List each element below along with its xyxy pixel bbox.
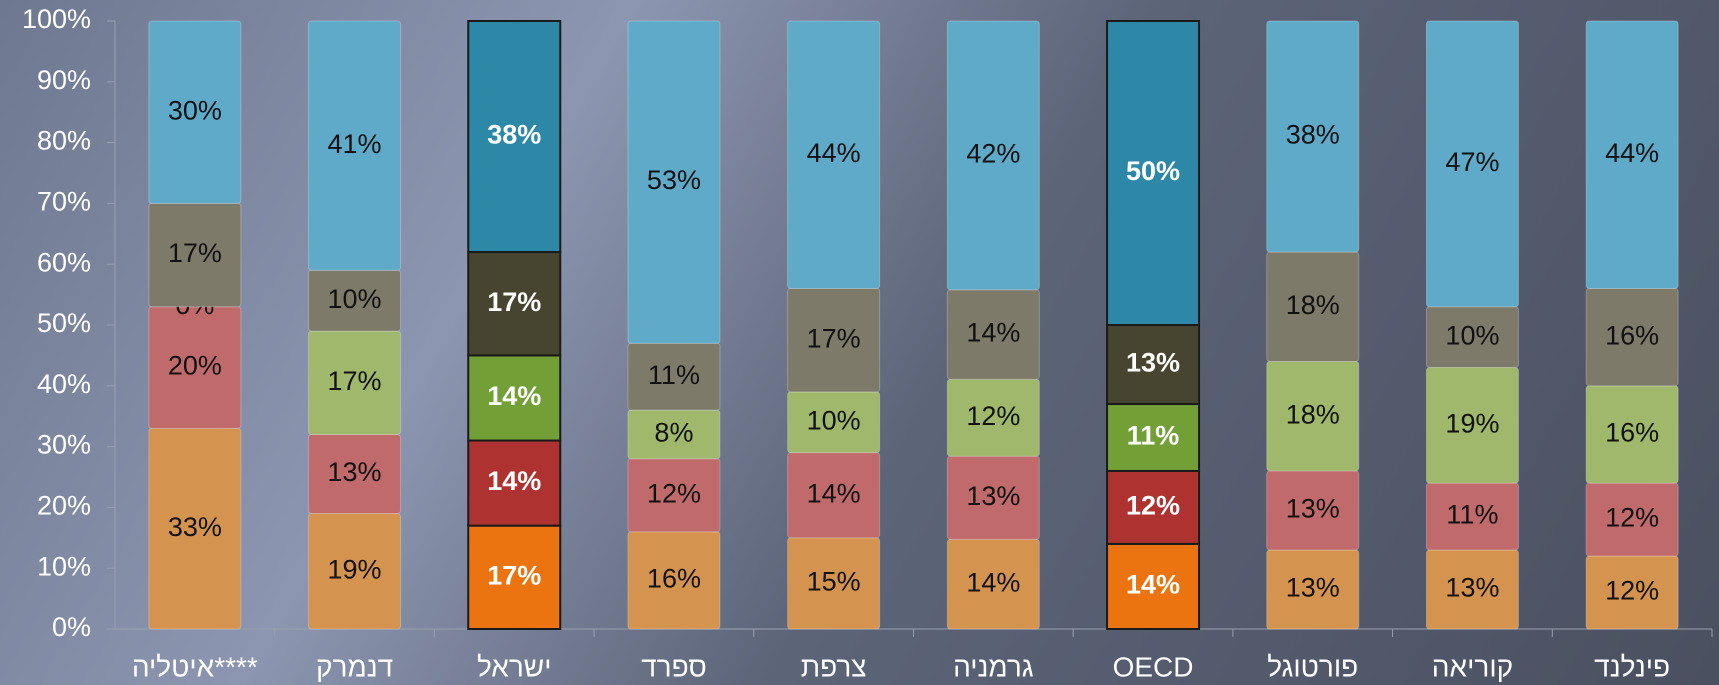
bar-segment [1106,469,1201,545]
data-label: 12% [1126,491,1180,521]
y-tick-label: 50% [37,308,91,338]
data-label: 47% [1445,147,1499,177]
data-label: 18% [1286,290,1340,320]
data-label: 44% [807,138,861,168]
data-label: 13% [328,457,382,487]
data-label: 17% [328,366,382,396]
data-label: 17% [807,323,861,353]
data-label: 41% [328,129,382,159]
data-label: 53% [647,165,701,195]
data-label: 10% [1445,320,1499,350]
data-label: 8% [654,418,693,448]
data-label: 14% [487,466,541,496]
y-tick-label: 80% [37,126,91,156]
data-label: 13% [966,481,1020,511]
data-label: 14% [807,478,861,508]
data-label: 13% [1445,573,1499,603]
data-label: 13% [1286,494,1340,524]
data-label: 12% [1605,503,1659,533]
data-label: 11% [1127,421,1180,451]
bar-segment [467,524,562,631]
y-tick-label: 90% [37,65,91,95]
data-label: 16% [1605,418,1659,448]
data-label: 11% [1446,500,1498,530]
data-label: 30% [168,95,222,125]
y-tick-label: 70% [37,187,91,217]
y-tick-label: 20% [37,491,91,521]
bar-segment [1425,20,1519,308]
x-tick-label: פורטוגל [1267,651,1358,682]
data-label: 17% [487,287,541,317]
data-label: 19% [328,554,382,584]
data-label: 10% [328,284,382,314]
x-tick-label: OECD [1113,651,1194,682]
bar-segment [467,20,562,254]
bar-segment [946,20,1040,291]
data-label: 38% [1286,120,1340,150]
data-label: 16% [647,563,701,593]
data-label: 11% [648,360,700,390]
y-tick-label: 0% [52,612,91,642]
data-label: 12% [647,478,701,508]
bar-segment [1585,20,1679,290]
data-label: 15% [807,567,861,597]
data-label: 33% [168,512,222,542]
data-label: 14% [1126,570,1180,600]
data-label: 14% [487,381,541,411]
data-label: 42% [966,139,1020,169]
bar-segment [1106,324,1201,406]
data-label: 17% [487,560,541,590]
bar-segment [148,20,242,204]
bar-segment [1106,542,1201,631]
bar-segment [308,20,402,271]
x-tick-label: קוריאה [1432,651,1513,682]
x-tick-label: ישראל [477,651,552,682]
data-label: 13% [1126,348,1180,378]
y-tick-label: 100% [22,4,91,34]
bar-segment [1425,549,1519,630]
data-label: 13% [1286,573,1340,603]
data-label: 50% [1126,156,1180,186]
x-tick-label: איטליה**** [132,651,258,682]
y-tick-label: 10% [37,551,91,581]
bar-segment [627,20,721,344]
data-label: 19% [1445,408,1499,438]
x-tick-label: גרמניה [953,651,1034,682]
data-label: 20% [168,351,222,381]
data-label: 18% [1286,399,1340,429]
y-tick-label: 40% [37,369,91,399]
x-tick-label: פינלנד [1594,651,1670,682]
data-label: 14% [966,318,1020,348]
bar-segment [1266,360,1360,472]
x-tick-label: צרפת [801,651,867,682]
bar-segment [467,251,562,357]
bar-segment [467,354,562,442]
bar-segment [787,20,881,290]
data-label: 17% [168,238,222,268]
data-label: 44% [1605,138,1659,168]
x-tick-label: ספרד [641,651,707,682]
bar-segment [1106,20,1201,326]
bar-segment [467,439,562,527]
data-label: 16% [1605,320,1659,350]
data-label: 38% [487,120,541,150]
y-tick-label: 30% [37,430,91,460]
y-tick-label: 60% [37,247,91,277]
data-label: 12% [966,401,1020,431]
data-label: 14% [966,567,1020,597]
data-label: 10% [807,405,861,435]
x-tick-label: דנמרק [316,651,393,682]
data-label: 12% [1605,576,1659,606]
bar-segment [1266,20,1360,253]
